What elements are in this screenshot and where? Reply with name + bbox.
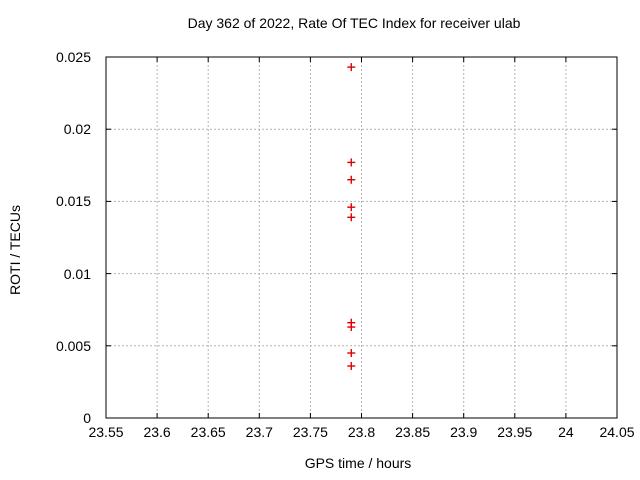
y-tick-label: 0.025 (55, 49, 91, 65)
x-axis-label: GPS time / hours (304, 455, 412, 471)
data-point-marker (347, 63, 356, 72)
x-tick-label: 23.75 (292, 424, 328, 440)
data-point-marker (347, 158, 356, 167)
data-point-marker (347, 349, 356, 358)
x-tick-label: 23.85 (395, 424, 431, 440)
x-tick-label: 23.95 (497, 424, 533, 440)
chart-title: Day 362 of 2022, Rate Of TEC Index for r… (187, 15, 521, 31)
data-point-marker (347, 323, 356, 332)
x-tick-label: 23.9 (450, 424, 478, 440)
data-point-marker (347, 213, 356, 222)
plot-frame (105, 56, 618, 419)
x-tick-label: 24 (558, 424, 574, 440)
x-tick-label: 24.05 (599, 424, 635, 440)
y-tick-label: 0.015 (55, 193, 91, 210)
y-tick-label: 0.02 (63, 121, 91, 138)
y-tick-label: 0.005 (55, 337, 91, 354)
y-tick-label: 0.01 (63, 265, 91, 282)
x-tick-label: 23.8 (347, 424, 376, 440)
y-tick-label: 0 (83, 410, 91, 426)
x-tick-label: 23.7 (245, 424, 273, 440)
x-tick-label: 23.55 (88, 424, 124, 440)
x-tick-label: 23.6 (143, 424, 171, 440)
data-point-marker (347, 362, 356, 371)
data-point-marker (347, 203, 356, 212)
data-point-marker (347, 175, 356, 184)
x-tick-label: 23.65 (190, 424, 226, 440)
